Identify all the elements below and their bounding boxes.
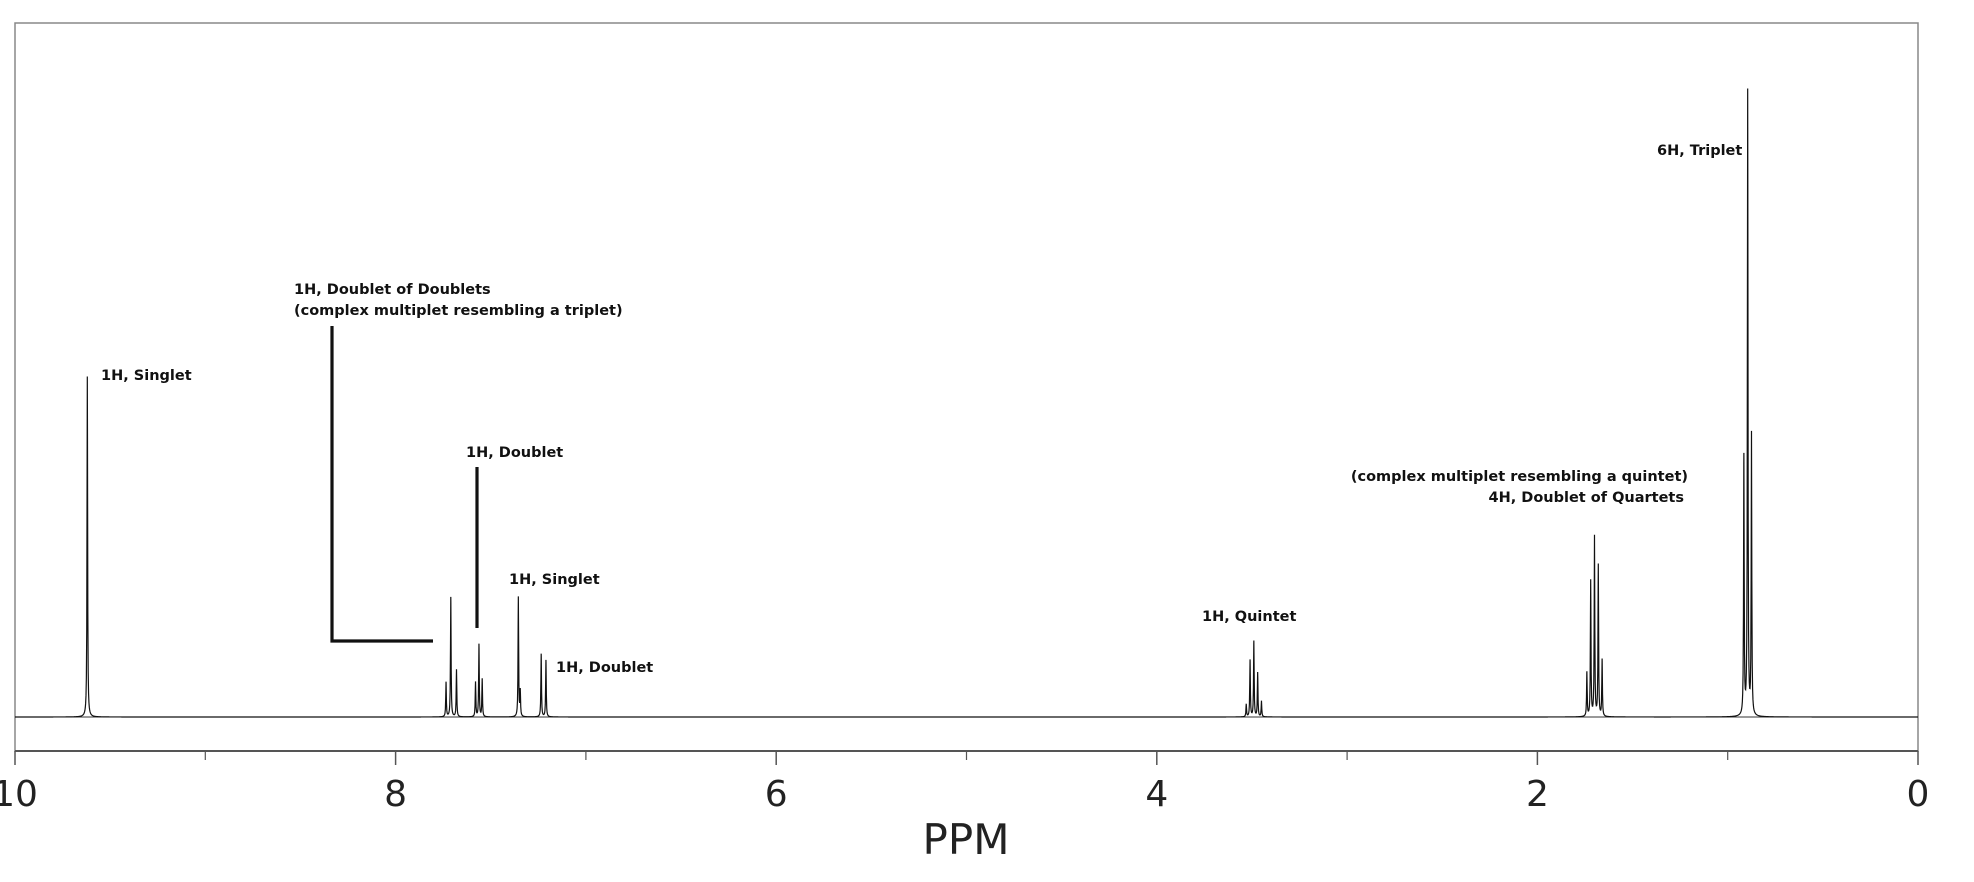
x-tick-label: 4 <box>1145 774 1168 815</box>
annotation-doublet-of-quartets: 4H, Doublet of Quartets <box>1489 490 1685 506</box>
x-axis-title: PPM <box>923 815 1010 864</box>
annotation-singlet-9-6: 1H, Singlet <box>101 368 192 384</box>
x-tick-label: 6 <box>765 774 788 815</box>
spectrum-line <box>15 88 1918 718</box>
x-tick-label: 2 <box>1526 774 1549 815</box>
plot-frame <box>14 22 1919 752</box>
annotation-quintet: 1H, Quintet <box>1202 609 1296 625</box>
annotation-doublet-of-doublets-note: (complex multiplet resembling a triplet) <box>294 303 623 319</box>
x-tick-label: 0 <box>1907 774 1930 815</box>
doublet-of-doublets-leader <box>330 326 433 643</box>
annotation-doublet-7-22: 1H, Doublet <box>556 660 653 676</box>
annotation-doublet-of-doublets: 1H, Doublet of Doublets <box>294 282 491 298</box>
annotation-singlet-7-35: 1H, Singlet <box>509 572 600 588</box>
x-tick-label: 10 <box>0 774 38 815</box>
annotation-quintet-note: (complex multiplet resembling a quintet) <box>1351 469 1688 485</box>
annotation-doublet-7-56: 1H, Doublet <box>466 445 563 461</box>
x-tick-label: 8 <box>384 774 407 815</box>
annotation-triplet: 6H, Triplet <box>1657 143 1742 159</box>
x-axis-tick-labels: 10 8 6 4 2 0 <box>0 774 1929 815</box>
x-axis-ticks <box>14 751 1919 765</box>
